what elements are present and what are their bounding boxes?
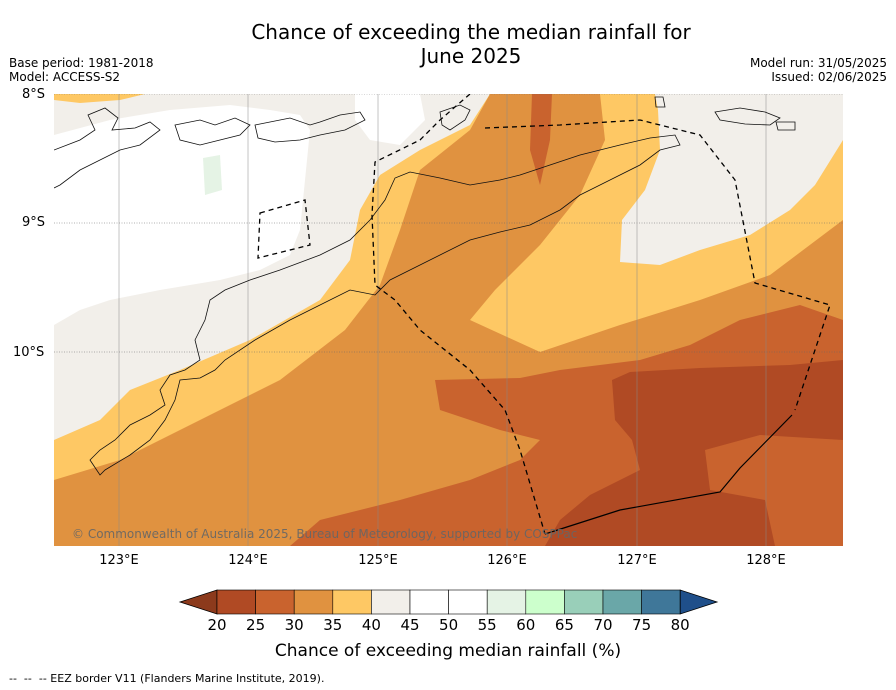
issued-date: Issued: 02/06/2025 [771, 70, 887, 84]
colorbar-tick-label: 65 [554, 616, 574, 634]
colorbar-swatch [448, 589, 488, 615]
lon-label-124e: 124°E [228, 553, 268, 568]
lat-label-8s: 8°S [22, 87, 46, 102]
colorbar-tick-label: 30 [284, 616, 304, 634]
colorbar-swatch [371, 589, 411, 615]
copyright-text: © Commonwealth of Australia 2025, Bureau… [72, 527, 577, 541]
lat-label-10s: 10°S [13, 345, 45, 360]
model-name: Model: ACCESS-S2 [9, 70, 121, 84]
colorbar-swatch [255, 589, 295, 615]
colorbar-swatch [641, 589, 681, 615]
colorbar-tick-label: 75 [632, 616, 652, 634]
lon-label-126e: 126°E [487, 553, 527, 568]
band-35-40-north [54, 94, 145, 103]
colorbar-swatch [216, 589, 256, 615]
colorbar-swatch [293, 589, 334, 615]
colorbar-tick-label: 25 [246, 616, 266, 634]
colorbar-tick-label: 55 [477, 616, 497, 634]
colorbar-swatch [525, 589, 565, 615]
lat-gridlines [54, 94, 843, 353]
colorbar-extend-high [679, 589, 719, 615]
colorbar-tick-label: 40 [361, 616, 381, 634]
band-45-55 [54, 105, 310, 325]
base-period: Base period: 1981-2018 [9, 56, 154, 70]
band-20-25 [545, 360, 843, 546]
title-line-1: Chance of exceeding the median rainfall … [251, 20, 691, 44]
colorbar-tick-label: 60 [516, 616, 536, 634]
colorbar-swatch [564, 589, 604, 615]
lat-label-9s: 9°S [22, 215, 46, 230]
colorbar-tick-label: 35 [323, 616, 343, 634]
coastlines [54, 96, 796, 476]
map-panel: © Commonwealth of Australia 2025, Bureau… [54, 94, 843, 546]
model-run: Model run: 31/05/2025 [749, 56, 887, 70]
band-55-60 [203, 155, 222, 195]
eez-border [257, 94, 831, 535]
colorbar-tick-label: 20 [207, 616, 227, 634]
colorbar [178, 589, 719, 615]
colorbar-swatch [409, 589, 449, 615]
footer-note: -- -- -- EEZ border V11 (Flanders Marine… [9, 672, 325, 685]
lon-label-127e: 127°E [617, 553, 657, 568]
colorbar-tick-label: 70 [593, 616, 613, 634]
colorbar-tick-label: 50 [439, 616, 459, 634]
colorbar-extend-low [178, 589, 218, 615]
meta-right: Model run: 31/05/2025 Issued: 02/06/2025 [750, 56, 887, 84]
lon-label-125e: 125°E [358, 553, 398, 568]
band-25-30-north [530, 94, 552, 185]
colorbar-tick-label: 80 [670, 616, 690, 634]
title-line-2: June 2025 [420, 44, 522, 68]
lon-label-128e: 128°E [746, 553, 786, 568]
lon-gridlines [118, 94, 767, 546]
lon-label-123e: 123°E [99, 553, 139, 568]
meta-left: Base period: 1981-2018 Model: ACCESS-S2 [9, 56, 154, 84]
colorbar-swatch [486, 589, 527, 615]
band-45-55-north [355, 94, 425, 145]
colorbar-swatch [332, 589, 372, 615]
eez-solid-border [544, 414, 793, 535]
colorbar-label: Chance of exceeding median rainfall (%) [274, 641, 622, 661]
map-title: Chance of exceeding the median rainfall … [200, 20, 742, 68]
colorbar-tick-label: 45 [400, 616, 420, 634]
colorbar-swatch [602, 589, 642, 615]
